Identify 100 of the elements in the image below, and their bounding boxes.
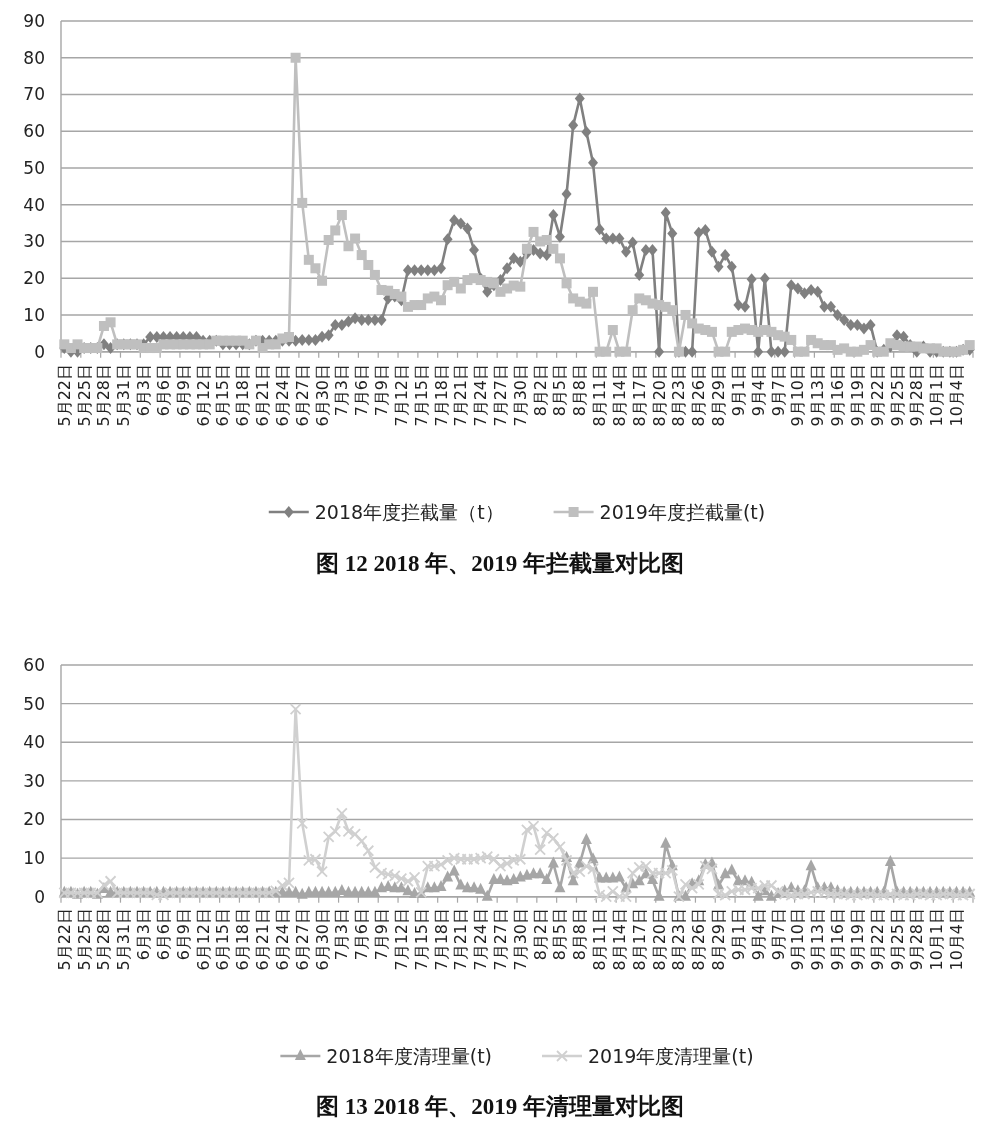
y-tick-label: 10 <box>23 304 45 325</box>
text: 图 12 2018 年、2019 年拦截量对比图 <box>316 550 684 576</box>
x-tick-label: 5月25日 <box>74 364 94 427</box>
x-tick-label: 6月21日 <box>253 908 273 971</box>
x-tick-label: 6月6日 <box>153 908 173 961</box>
x-tick-label: 8月29日 <box>709 364 729 427</box>
x-tick-label: 8月23日 <box>669 364 689 427</box>
x-tick-label: 8月14日 <box>609 908 629 971</box>
y-tick-label: 50 <box>23 157 45 178</box>
x-tick-label: 5月31日 <box>114 364 134 427</box>
x-tick-label: 8月8日 <box>570 364 590 417</box>
x-tick-label: 6月15日 <box>213 364 233 427</box>
x-tick-label: 5月28日 <box>94 364 114 427</box>
x-tick-label: 5月22日 <box>54 364 74 427</box>
x-tick-label: 7月21日 <box>451 364 471 427</box>
x-tick-label: 7月24日 <box>471 908 491 971</box>
x-tick-label: 7月15日 <box>411 908 431 971</box>
x-tick-label: 9月4日 <box>748 908 768 961</box>
x-tick-label: 7月15日 <box>411 364 431 427</box>
x-tick-label: 10月1日 <box>927 908 947 971</box>
x-tick-label: 9月10日 <box>788 364 808 427</box>
x-tick-label: 9月13日 <box>808 908 828 971</box>
y-tick-label: 60 <box>23 121 45 142</box>
x-tick-label: 7月24日 <box>471 364 491 427</box>
y-tick-label: 0 <box>34 886 45 907</box>
x-tick-label: 6月12日 <box>193 364 213 427</box>
x-tick-label: 6月27日 <box>292 908 312 971</box>
x-tick-label: 9月4日 <box>748 364 768 417</box>
x-tick-label: 9月16日 <box>828 364 848 427</box>
x-tick-label: 6月9日 <box>173 908 193 961</box>
y-tick-label: 50 <box>23 693 45 714</box>
y-tick-label: 40 <box>23 732 45 753</box>
x-tick-label: 8月29日 <box>709 908 729 971</box>
x-tick-label: 8月20日 <box>649 364 669 427</box>
x-tick-label: 8月2日 <box>530 908 550 961</box>
x-tick-label: 8月11日 <box>590 908 610 971</box>
x-tick-label: 9月19日 <box>847 908 867 971</box>
x-tick-label: 8月20日 <box>649 908 669 971</box>
x-tick-label: 7月18日 <box>431 908 451 971</box>
x-tick-label: 8月8日 <box>570 908 590 961</box>
x-tick-label: 9月1日 <box>728 364 748 417</box>
x-tick-label: 8月14日 <box>609 364 629 427</box>
x-tick-label: 7月6日 <box>352 908 372 961</box>
x-tick-label: 7月12日 <box>391 908 411 971</box>
x-tick-label: 6月18日 <box>233 364 253 427</box>
y-tick-label: 40 <box>23 194 45 215</box>
y-tick-label: 60 <box>23 655 45 675</box>
x-tick-label: 5月22日 <box>54 908 74 971</box>
x-tick-label: 9月7日 <box>768 364 788 417</box>
x-tick-label: 7月6日 <box>352 364 372 417</box>
x-tick-label: 8月26日 <box>689 908 709 971</box>
x-tick-label: 8月11日 <box>590 364 610 427</box>
x-tick-label: 7月30日 <box>510 364 530 427</box>
legend-label: 2019年度拦截量(t) <box>599 501 766 523</box>
x-tick-label: 7月21日 <box>451 908 471 971</box>
x-tick-label: 6月30日 <box>312 908 332 971</box>
x-tick-label: 8月5日 <box>550 908 570 961</box>
x-tick-label: 9月10日 <box>788 908 808 971</box>
x-tick-label: 5月31日 <box>114 908 134 971</box>
x-tick-label: 9月28日 <box>907 364 927 427</box>
x-tick-label: 6月21日 <box>253 364 273 427</box>
y-tick-label: 10 <box>23 848 45 869</box>
y-tick-label: 90 <box>23 11 45 31</box>
x-tick-label: 7月3日 <box>332 908 352 961</box>
legend-label: 2018年度清理量(t) <box>326 1045 492 1067</box>
x-tick-label: 6月18日 <box>233 908 253 971</box>
legend-label: 2018年度拦截量（t） <box>314 501 504 523</box>
x-tick-label: 9月25日 <box>887 908 907 971</box>
x-tick-label: 8月23日 <box>669 908 689 971</box>
x-tick-label: 6月15日 <box>213 908 233 971</box>
x-tick-label: 6月3日 <box>134 364 154 417</box>
y-tick-label: 20 <box>23 268 45 289</box>
x-tick-label: 9月16日 <box>828 908 848 971</box>
text: 图 13 2018 年、2019 年清理量对比图 <box>316 1093 684 1119</box>
y-tick-label: 30 <box>23 770 45 791</box>
x-tick-label: 9月19日 <box>847 364 867 427</box>
x-tick-label: 10月1日 <box>927 364 947 427</box>
x-tick-label: 5月28日 <box>94 908 114 971</box>
y-tick-label: 80 <box>23 47 45 68</box>
y-tick-label: 0 <box>34 341 45 362</box>
x-tick-label: 9月28日 <box>907 908 927 971</box>
x-tick-label: 8月17日 <box>629 364 649 427</box>
x-tick-label: 9月22日 <box>867 908 887 971</box>
x-tick-label: 8月17日 <box>629 908 649 971</box>
x-tick-label: 9月22日 <box>867 364 887 427</box>
x-tick-label: 9月25日 <box>887 364 907 427</box>
x-tick-label: 10月4日 <box>946 908 966 971</box>
x-tick-label: 8月2日 <box>530 364 550 417</box>
x-tick-label: 10月4日 <box>946 364 966 427</box>
x-tick-label: 7月9日 <box>372 908 392 961</box>
x-tick-label: 7月9日 <box>372 364 392 417</box>
x-tick-label: 6月6日 <box>153 364 173 417</box>
x-tick-label: 9月1日 <box>728 908 748 961</box>
y-tick-label: 70 <box>23 84 45 105</box>
x-tick-label: 9月7日 <box>768 908 788 961</box>
legend-label: 2019年度清理量(t) <box>588 1045 754 1067</box>
x-tick-label: 6月27日 <box>292 364 312 427</box>
x-tick-label: 6月24日 <box>272 364 292 427</box>
x-tick-label: 9月13日 <box>808 364 828 427</box>
y-tick-label: 20 <box>23 809 45 830</box>
